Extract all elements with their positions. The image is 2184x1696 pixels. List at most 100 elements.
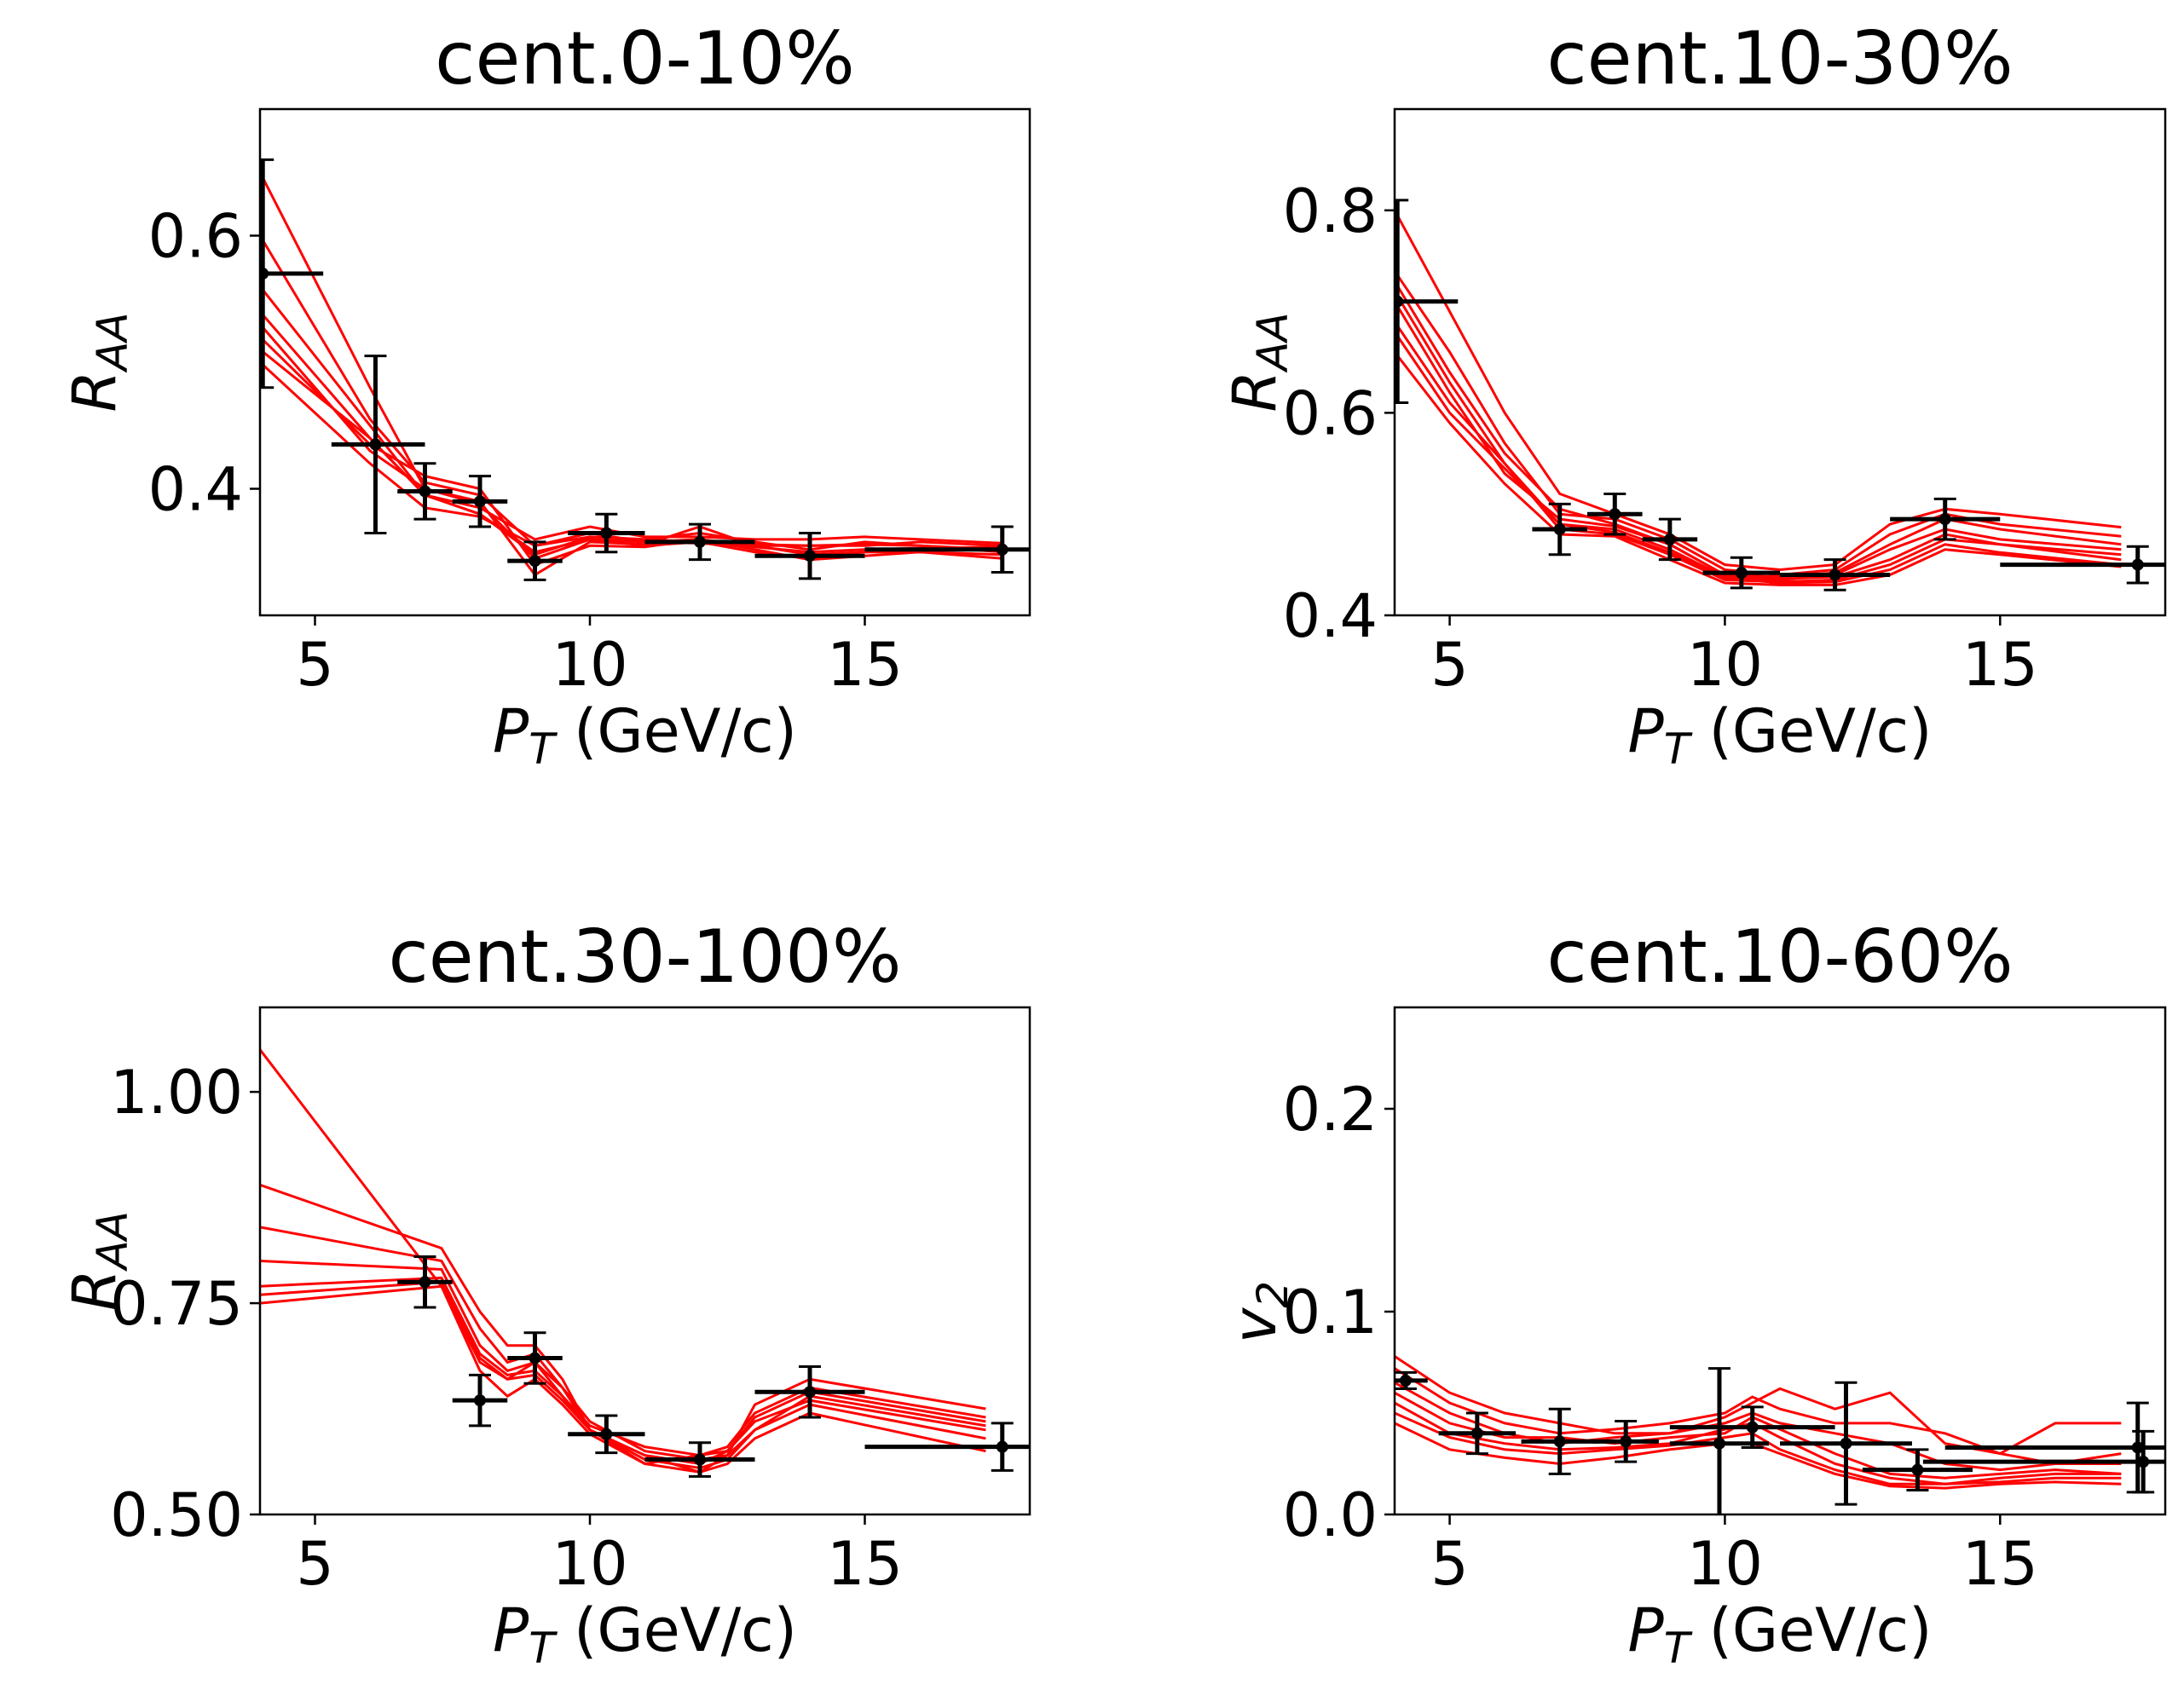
x-tick-label: 5 bbox=[1430, 1529, 1469, 1599]
x-tick-label: 5 bbox=[296, 630, 334, 700]
chart-title: cent.10-60% bbox=[1546, 914, 2013, 1000]
data-marker bbox=[1713, 1437, 1725, 1450]
x-axis-label-main: P bbox=[493, 1595, 529, 1665]
data-marker bbox=[2137, 1456, 2150, 1468]
data-point bbox=[1944, 1401, 2165, 1494]
x-tick-label: 10 bbox=[1687, 1529, 1763, 1599]
data-marker bbox=[369, 438, 382, 451]
data-marker bbox=[694, 535, 706, 548]
y-axis-label-main: R bbox=[1220, 371, 1290, 412]
x-tick-label: 10 bbox=[1687, 630, 1763, 700]
x-axis-label-sub: T bbox=[1664, 1624, 1693, 1673]
model-curve bbox=[260, 1276, 986, 1457]
model-curves bbox=[1395, 210, 2122, 586]
data-point bbox=[452, 475, 508, 528]
y-axis-label: RAA bbox=[1220, 312, 1297, 412]
data-point bbox=[331, 355, 425, 534]
measured-data bbox=[260, 158, 1030, 581]
data-point bbox=[1780, 1381, 1912, 1506]
y-tick-label: 0.6 bbox=[1283, 378, 1378, 448]
data-point bbox=[1395, 199, 1459, 405]
model-curve bbox=[1395, 270, 2122, 577]
x-tick-label: 15 bbox=[827, 630, 903, 700]
y-axis-label-sub: AA bbox=[88, 312, 137, 372]
model-curves bbox=[260, 171, 1002, 577]
y-tick-label: 0.75 bbox=[110, 1269, 243, 1339]
data-marker bbox=[2131, 558, 2144, 571]
x-axis-label-main: P bbox=[1628, 696, 1665, 766]
x-tick-label: 5 bbox=[296, 1529, 334, 1599]
chart-panel: cent.10-30% 5 10 15 0.4 0.6 0.8 PT (GeV/c) RAA bbox=[1220, 16, 2167, 774]
data-point bbox=[644, 522, 755, 562]
y-axis-label-main: R bbox=[60, 371, 130, 412]
data-point bbox=[397, 462, 453, 521]
plot-frame bbox=[258, 107, 1031, 617]
x-axis-label-sub: T bbox=[1664, 724, 1693, 774]
data-marker bbox=[804, 1386, 816, 1399]
x-axis-label-main: P bbox=[493, 696, 529, 766]
data-point bbox=[507, 540, 563, 581]
data-marker bbox=[600, 1428, 613, 1440]
chart-title: cent.0-10% bbox=[435, 16, 855, 101]
x-tick-label: 15 bbox=[1962, 1529, 2038, 1599]
data-marker bbox=[1911, 1463, 1924, 1476]
y-axis-label-sub: AA bbox=[1248, 312, 1297, 372]
data-marker bbox=[1553, 1435, 1566, 1448]
data-marker bbox=[1840, 1437, 1852, 1450]
data-marker bbox=[419, 485, 431, 498]
data-point bbox=[754, 531, 865, 580]
plot-frame bbox=[258, 1006, 1031, 1516]
data-point bbox=[644, 1441, 755, 1478]
data-marker bbox=[1470, 1427, 1483, 1439]
data-marker bbox=[1620, 1435, 1632, 1448]
data-point bbox=[1642, 517, 1698, 562]
x-axis-label-sub: T bbox=[529, 1624, 558, 1673]
data-marker bbox=[1938, 513, 1951, 526]
data-point bbox=[2000, 545, 2165, 585]
data-marker bbox=[529, 555, 541, 568]
model-curve bbox=[260, 1183, 986, 1466]
plot-frame bbox=[1393, 1006, 2167, 1516]
x-axis-label-main: P bbox=[1628, 1595, 1665, 1665]
x-axis-label: PT (GeV/c) bbox=[1628, 1595, 1933, 1673]
data-point bbox=[1532, 502, 1587, 557]
model-curves bbox=[260, 1048, 986, 1474]
model-curve bbox=[1395, 210, 2122, 572]
data-marker bbox=[1735, 567, 1748, 580]
model-curve bbox=[1395, 280, 2122, 579]
x-tick-label: 10 bbox=[552, 630, 627, 700]
y-axis-label: RAA bbox=[60, 312, 137, 412]
plot-frame bbox=[1393, 107, 2167, 617]
data-marker bbox=[996, 1440, 1008, 1453]
data-point bbox=[568, 1414, 645, 1455]
data-marker bbox=[1663, 533, 1676, 545]
y-axis-label-sub: AA bbox=[88, 1211, 137, 1272]
data-point bbox=[397, 1255, 453, 1309]
data-marker bbox=[600, 527, 613, 539]
y-axis-label-sub: 2 bbox=[1248, 1281, 1297, 1308]
measured-data bbox=[1395, 1367, 2165, 1514]
data-point bbox=[1922, 1429, 2165, 1494]
data-marker bbox=[419, 1276, 431, 1289]
data-marker bbox=[2131, 1441, 2144, 1454]
y-tick-label: 0.4 bbox=[1283, 581, 1378, 651]
data-point bbox=[1438, 1411, 1517, 1456]
chart-panel: cent.30-100% 5 10 15 0.50 0.75 1.00 PT (GeV/c) R… bbox=[60, 914, 1031, 1673]
x-axis-label-unit: (GeV/c) bbox=[555, 696, 797, 766]
data-point bbox=[1592, 1420, 1659, 1463]
model-curve bbox=[1395, 1355, 2122, 1456]
model-curve bbox=[1395, 351, 2122, 586]
x-axis-label-unit: (GeV/c) bbox=[1690, 696, 1932, 766]
y-axis-label-main: v bbox=[1220, 1307, 1290, 1343]
y-tick-label: 0.2 bbox=[1283, 1075, 1378, 1145]
data-marker bbox=[996, 543, 1008, 556]
model-curve bbox=[260, 1280, 986, 1470]
data-marker bbox=[1395, 295, 1404, 308]
data-marker bbox=[1399, 1374, 1412, 1387]
data-point bbox=[864, 525, 1030, 574]
data-point bbox=[1521, 1407, 1598, 1475]
x-axis-label-unit: (GeV/c) bbox=[1690, 1595, 1932, 1665]
data-point bbox=[1862, 1448, 1973, 1491]
chart-title: cent.10-30% bbox=[1546, 16, 2013, 101]
